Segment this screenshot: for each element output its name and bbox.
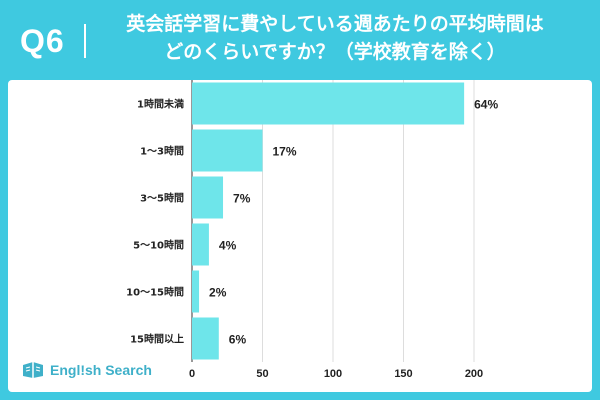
bar [192,176,224,219]
data-label: 6% [229,333,247,347]
data-label: 17% [273,145,297,159]
category-label: 1〜3時間 [140,145,184,158]
x-tick-label: 50 [256,368,268,380]
bar [192,317,219,360]
category-label: 5〜10時間 [133,239,184,252]
category-label: 15時間以上 [130,333,184,346]
x-tick-label: 0 [189,368,195,380]
question-number: Q6 [20,23,65,59]
logo-text: Engl!sh Search [50,362,152,378]
bar [192,223,209,266]
category-label: 10〜15時間 [126,286,184,299]
chart-title: 英会話学習に費やしている週あたりの平均時間は どのくらいですか？（学校教育を除く… [100,10,570,66]
x-tick-label: 150 [394,368,412,380]
data-label: 64% [474,98,498,112]
title-line-2: どのくらいですか？（学校教育を除く） [164,41,506,63]
category-label: 1時間未満 [137,98,184,111]
data-label: 4% [219,239,237,253]
header: Q6 英会話学習に費やしている週あたりの平均時間は どのくらいですか？（学校教育… [0,0,600,80]
x-tick-label: 100 [324,368,342,380]
data-label: 7% [233,192,251,206]
bar [192,129,263,172]
category-label: 3〜5時間 [140,192,184,205]
title-line-1: 英会話学習に費やしている週あたりの平均時間は [126,13,544,35]
book-icon [23,362,43,378]
brand-logo: Engl!sh Search [22,360,152,380]
x-tick-label: 200 [465,368,483,380]
bar [192,270,200,313]
header-divider [84,24,86,58]
data-label: 2% [209,286,227,300]
chart-panel [8,80,592,392]
bar [192,82,465,125]
